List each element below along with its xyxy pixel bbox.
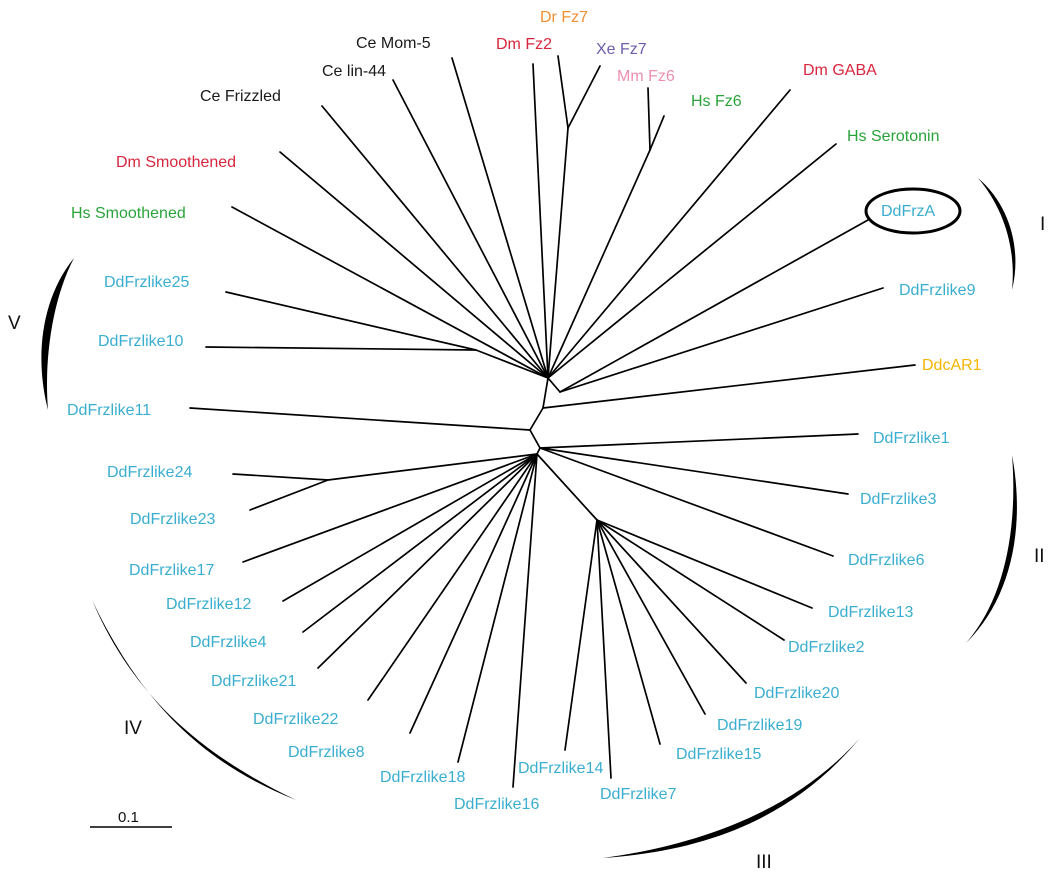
highlight-ellipse: [864, 187, 962, 235]
taxon-labels: Ce Frizzled Ce lin-44 Ce Mom-5 Dm Fz2 Dr…: [67, 9, 982, 813]
branch-ddfrza: [559, 219, 869, 393]
branch-ddfrzlike7: [596, 519, 612, 779]
tree-branches: [189, 55, 916, 788]
group-label-iii: III: [756, 852, 772, 873]
group-label-v: V: [8, 313, 21, 334]
branch-ddfrzlike9: [559, 287, 884, 393]
group-bracket-v: [41, 258, 74, 410]
branch-ddfrzlike23: [249, 479, 329, 511]
taxon-label: DdFrzlike22: [253, 711, 338, 728]
branch-hs-serotonin: [547, 143, 837, 379]
branch-internal-spine: [529, 377, 549, 455]
taxon-label: Hs Serotonin: [847, 128, 940, 145]
taxon-label: DdFrzlike9: [899, 282, 976, 299]
group-labels: I II III IV V: [8, 214, 1045, 873]
branch-ddfrzlike8: [409, 453, 538, 734]
branch-ddfrzlike2: [596, 519, 785, 641]
branch-ddfrzlike22: [367, 453, 538, 701]
taxon-label: DdFrzlike7: [600, 786, 677, 803]
group-brackets: [41, 178, 1017, 858]
taxon-label: DdcAR1: [922, 357, 982, 374]
taxon-label: DdFrzlike25: [104, 274, 189, 291]
taxon-label: Ce lin-44: [322, 63, 386, 80]
branch-ddfrzlike11: [189, 407, 531, 431]
branch-ddfrzlike15: [596, 519, 661, 745]
taxon-label: DdFrzlike21: [211, 673, 296, 690]
branch-ddfrzlike3: [539, 447, 849, 495]
taxon-label: DdFrzlike4: [190, 634, 267, 651]
branch-fz6-clade: [547, 149, 651, 379]
branch-ddfrzlike14: [564, 519, 598, 751]
branch-ddfrzlike1: [539, 433, 859, 449]
taxon-label: Dm Smoothened: [116, 154, 236, 171]
group-bracket-iv: [92, 600, 296, 800]
branch-xe-fz7: [567, 65, 601, 129]
taxon-label: DdFrzlike12: [166, 596, 251, 613]
branch-dm-fz2: [532, 63, 549, 379]
taxon-label: DdFrzlike16: [454, 796, 539, 813]
taxon-label: DdFrzlike23: [130, 511, 215, 528]
group-bracket-i: [978, 178, 1016, 290]
branch-ddfrzlike10: [205, 346, 477, 351]
branch-ddfrzlike25: [225, 291, 477, 351]
taxon-label: DdFrzlike13: [828, 604, 913, 621]
taxon-label: DdFrzlike6: [848, 552, 925, 569]
taxon-label: Dm GABA: [803, 62, 877, 79]
group-label-i: I: [1040, 214, 1045, 235]
taxon-label: DdFrzlike10: [98, 333, 183, 350]
branch-ddfrzlike16: [512, 453, 538, 788]
branch-ddfrzlike-lower-clade: [536, 453, 598, 521]
taxon-label: Ce Frizzled: [200, 88, 281, 105]
group-label-ii: II: [1034, 546, 1045, 567]
taxon-label: Hs Fz6: [691, 93, 742, 110]
branch-ddfrzlike13: [596, 519, 813, 609]
taxon-label: DdFrzlike15: [676, 746, 761, 763]
taxon-label: Dm Fz2: [496, 36, 552, 53]
branch-ce-lin-44: [392, 79, 549, 379]
taxon-label: DdFrzlike2: [788, 639, 865, 656]
group-label-iv: IV: [124, 718, 142, 739]
branch-mm-fz6: [647, 87, 651, 151]
branch-ddfrzlike12: [282, 453, 538, 602]
branch-dm-smoothened: [279, 151, 549, 379]
branch-fz7-clade: [547, 127, 569, 379]
scale-bar: 0.1: [90, 809, 172, 828]
branch-dr-fz7: [557, 55, 569, 129]
taxon-label: Hs Smoothened: [71, 205, 186, 222]
branch-ce-frizzled: [321, 105, 549, 379]
taxon-label: DdFrzlike8: [288, 744, 365, 761]
taxon-label: Mm Fz6: [617, 68, 675, 85]
scale-bar-label: 0.1: [118, 809, 139, 826]
branch-ddfrzlike6: [539, 447, 834, 557]
branch-ddfrzlike17: [242, 453, 538, 563]
branch-ddfrzlike24: [232, 453, 538, 481]
branch-ddfrzlike21: [317, 453, 538, 669]
branch-hs-smoothened: [231, 206, 549, 379]
branch-ddfrzlike4: [302, 453, 538, 633]
branch-ddcar1: [542, 364, 916, 409]
branch-ce-mom-5: [451, 57, 549, 379]
taxon-label: DdFrzlike17: [129, 562, 214, 579]
taxon-label: DdFrzlike11: [67, 402, 151, 419]
taxon-label: Ce Mom-5: [356, 35, 431, 52]
group-bracket-ii: [966, 455, 1017, 643]
branch-dm-gaba: [547, 89, 791, 379]
taxon-label: DdFrzA: [881, 203, 936, 220]
branch-ddfrzlike20: [596, 519, 747, 684]
taxon-label: DdFrzlike18: [380, 769, 465, 786]
branch-internal-upper: [547, 377, 561, 393]
taxon-label: Xe Fz7: [596, 41, 647, 58]
taxon-label: DdFrzlike1: [873, 430, 950, 447]
taxon-label: DdFrzlike14: [518, 760, 603, 777]
branch-frzlike-v-clade: [475, 349, 549, 379]
taxon-label: DdFrzlike3: [860, 491, 937, 508]
taxon-label: Dr Fz7: [540, 9, 588, 26]
branch-ddfrzlike18: [457, 453, 538, 763]
taxon-label: DdFrzlike24: [107, 464, 192, 481]
branch-hs-fz6: [649, 115, 665, 151]
taxon-label: DdFrzlike20: [754, 685, 839, 702]
branch-ddfrzlike19: [596, 519, 706, 715]
taxon-label: DdFrzlike19: [717, 717, 802, 734]
